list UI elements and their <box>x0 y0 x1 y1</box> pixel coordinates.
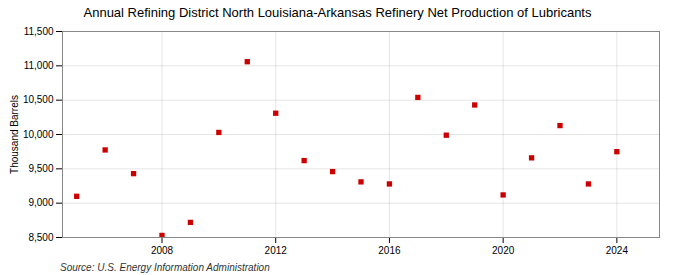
svg-text:11,000: 11,000 <box>24 60 54 71</box>
svg-text:10,500: 10,500 <box>23 94 54 105</box>
html-text:Annual Refining District North: Annual Refining District North Louisiana… <box>83 5 592 20</box>
svg-text:2008: 2008 <box>151 245 174 256</box>
svg-text:9,500: 9,500 <box>28 163 53 174</box>
html-text:Source: U.S. Energy Informatio: Source: U.S. Energy Information Administ… <box>60 262 270 273</box>
svg-text:Thousand Barrels: Thousand Barrels <box>9 95 20 174</box>
svg-text:2012: 2012 <box>265 245 288 256</box>
svg-text:10,000: 10,000 <box>23 129 54 140</box>
svg-text:8,500: 8,500 <box>28 232 53 243</box>
svg-text:2016: 2016 <box>378 245 401 256</box>
svg-text:9,000: 9,000 <box>28 197 53 208</box>
svg-text:11,500: 11,500 <box>24 26 54 37</box>
svg-text:2020: 2020 <box>492 245 515 256</box>
svg-text:2024: 2024 <box>606 245 629 256</box>
